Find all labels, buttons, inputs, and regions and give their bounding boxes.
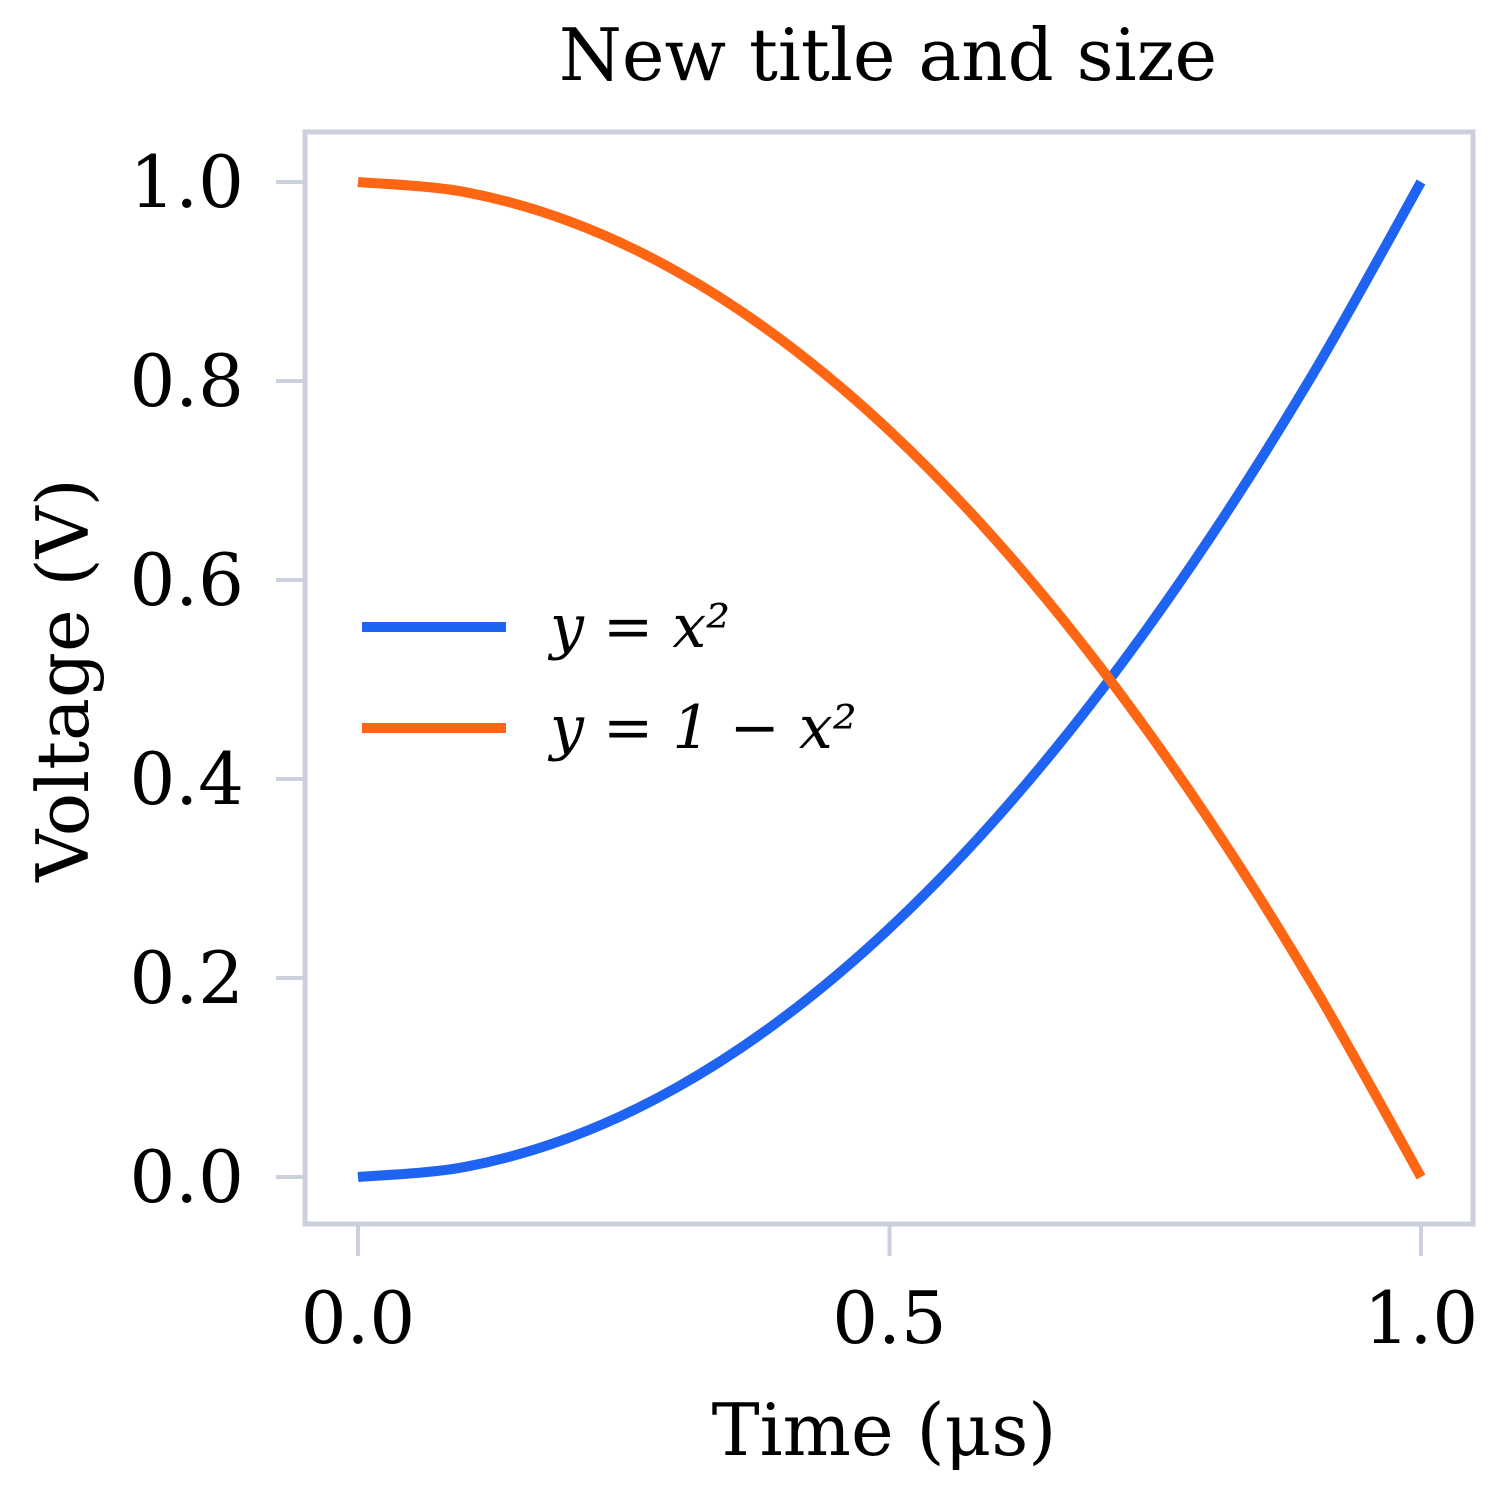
y-tick-label: 0.0 xyxy=(129,1135,244,1219)
legend-label-2: y = 1 − x² xyxy=(547,693,857,763)
series-lines xyxy=(357,177,1426,1182)
y-axis-ticks: 0.0 0.2 0.4 0.6 0.8 1.0 xyxy=(129,140,305,1219)
x-tick-label: 0.0 xyxy=(301,1276,416,1360)
x-tick-label: 1.0 xyxy=(1364,1276,1479,1360)
y-tick-label: 0.2 xyxy=(129,936,244,1020)
y-axis-label: Voltage (V) xyxy=(21,478,105,882)
x-tick-label: 0.5 xyxy=(832,1276,947,1360)
y-tick-label: 1.0 xyxy=(129,140,244,224)
series-line-2 xyxy=(357,177,1426,1180)
y-tick-label: 0.6 xyxy=(129,538,244,622)
series-line-1 xyxy=(357,179,1426,1182)
y-tick-label: 0.8 xyxy=(129,339,244,423)
plot-frame xyxy=(302,129,1476,1227)
x-axis-ticks: 0.0 0.5 1.0 xyxy=(301,1224,1479,1360)
y-tick-label: 0.4 xyxy=(129,737,244,821)
legend-label-1: y = x² xyxy=(547,592,730,662)
x-axis-label: Time (μs) xyxy=(712,1388,1057,1472)
chart-title: New title and size xyxy=(559,13,1217,97)
legend: y = x² y = 1 − x² xyxy=(362,592,857,763)
